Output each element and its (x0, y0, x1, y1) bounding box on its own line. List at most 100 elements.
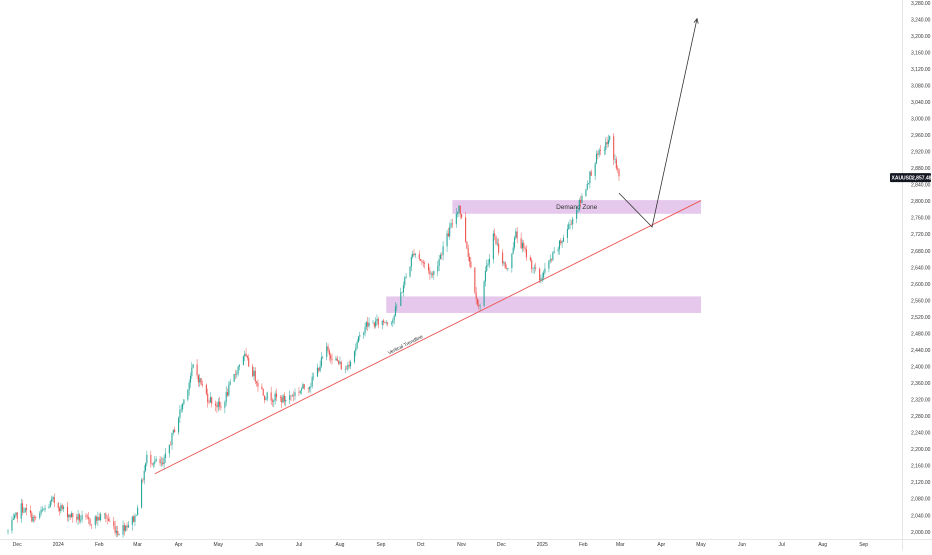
candle-body (410, 257, 412, 267)
candle-body (541, 277, 543, 279)
candle-body (14, 514, 16, 519)
candle-body (197, 375, 199, 383)
x-tick-label: Sep (859, 542, 868, 548)
candle-body (475, 292, 477, 300)
candle-body (385, 322, 387, 324)
candle-body (418, 254, 420, 260)
candle-body (516, 231, 518, 239)
candle-body (25, 508, 28, 511)
candle-body (86, 516, 88, 518)
candle-body (283, 395, 285, 402)
y-tick-label: 3,080.00 (911, 83, 931, 89)
candle-body (525, 249, 527, 258)
x-axis[interactable]: Dec 2024 Feb Mar Apr May Jun Jul Aug Sep Oct Nov Dec… (13, 542, 869, 548)
candle-body (248, 357, 250, 367)
candle-body (496, 243, 498, 245)
candle-body (61, 505, 63, 509)
x-tick-label: Dec (497, 542, 506, 548)
candle-body (234, 374, 237, 375)
candle-body (566, 229, 568, 238)
candle-body (327, 346, 329, 351)
candle-body (270, 392, 272, 401)
candle-body (468, 256, 471, 262)
candle-body (503, 262, 505, 264)
candle-body (94, 516, 96, 526)
candle-body (603, 150, 605, 151)
candle-body (23, 512, 25, 513)
candle-body (330, 355, 332, 359)
candle-body (88, 517, 90, 520)
candle-body (384, 322, 386, 324)
candle-body (428, 263, 430, 271)
y-axis[interactable]: 2,000.00 2,040.00 2,080.00 2,120.00 2,160.00… (911, 1, 931, 536)
x-tick-label: Feb (579, 542, 588, 548)
candle-body (562, 237, 564, 242)
candle-body (402, 285, 404, 293)
candle-body (107, 519, 110, 521)
y-tick-label: 2,040.00 (911, 513, 931, 519)
candle-body (459, 205, 461, 215)
candle-body (133, 516, 135, 522)
candle-body (484, 271, 486, 282)
candle-body (97, 516, 99, 521)
candle-body (196, 364, 198, 376)
candle-body (495, 236, 497, 245)
candle-body (244, 353, 246, 357)
candle-body (70, 513, 73, 518)
candle-body (180, 409, 182, 410)
x-tick-label: Sep (376, 542, 385, 548)
candle-body (441, 254, 443, 256)
candle-body (599, 149, 602, 151)
candle-body (178, 417, 180, 433)
candle-body (550, 259, 553, 261)
candle-body (12, 518, 14, 520)
candle-body (299, 390, 301, 393)
candle-body (122, 525, 124, 535)
candle-body (271, 400, 274, 402)
candle-body (90, 524, 92, 526)
candle-body (607, 140, 609, 145)
trendline-group: Vertical Trendline (154, 200, 702, 475)
x-tick-label: Mar (616, 542, 625, 548)
candle-body (424, 263, 426, 264)
x-tick-label: 2025 (537, 542, 548, 548)
candle-body (588, 183, 590, 184)
candle-body (242, 356, 244, 365)
candle-body (275, 393, 278, 398)
candle-body (256, 381, 258, 383)
candle-body (372, 322, 374, 324)
candle-body (336, 358, 338, 361)
candle-body (401, 292, 403, 293)
candle-body (326, 346, 328, 357)
y-tick-label: 2,400.00 (911, 364, 931, 370)
candle-body (506, 268, 508, 270)
candle-body (127, 524, 129, 528)
y-tick-label: 2,920.00 (911, 150, 931, 156)
candle-body (207, 393, 209, 403)
candle-body (450, 223, 452, 228)
candle-body (188, 382, 190, 391)
candle-body (553, 251, 555, 253)
candle-body (572, 218, 574, 225)
candle-body (154, 461, 156, 464)
candle-body (540, 278, 542, 281)
candle-body (109, 520, 111, 522)
candle-body (535, 267, 537, 269)
candle-body (302, 384, 304, 389)
candle-body (39, 513, 41, 518)
y-tick-label: 2,640.00 (911, 265, 931, 271)
candle-body (77, 514, 79, 520)
candle-body (430, 273, 432, 275)
candle-body (301, 388, 303, 391)
x-tick-label: Oct (417, 542, 425, 548)
candle-body (307, 388, 309, 389)
x-tick-label: Feb (95, 542, 104, 548)
candle-body (105, 513, 107, 519)
y-tick-label: 2,600.00 (911, 282, 931, 288)
candle-body (253, 370, 255, 377)
candle-body (561, 241, 563, 244)
candle-body (137, 507, 139, 516)
candle-body (446, 233, 448, 247)
